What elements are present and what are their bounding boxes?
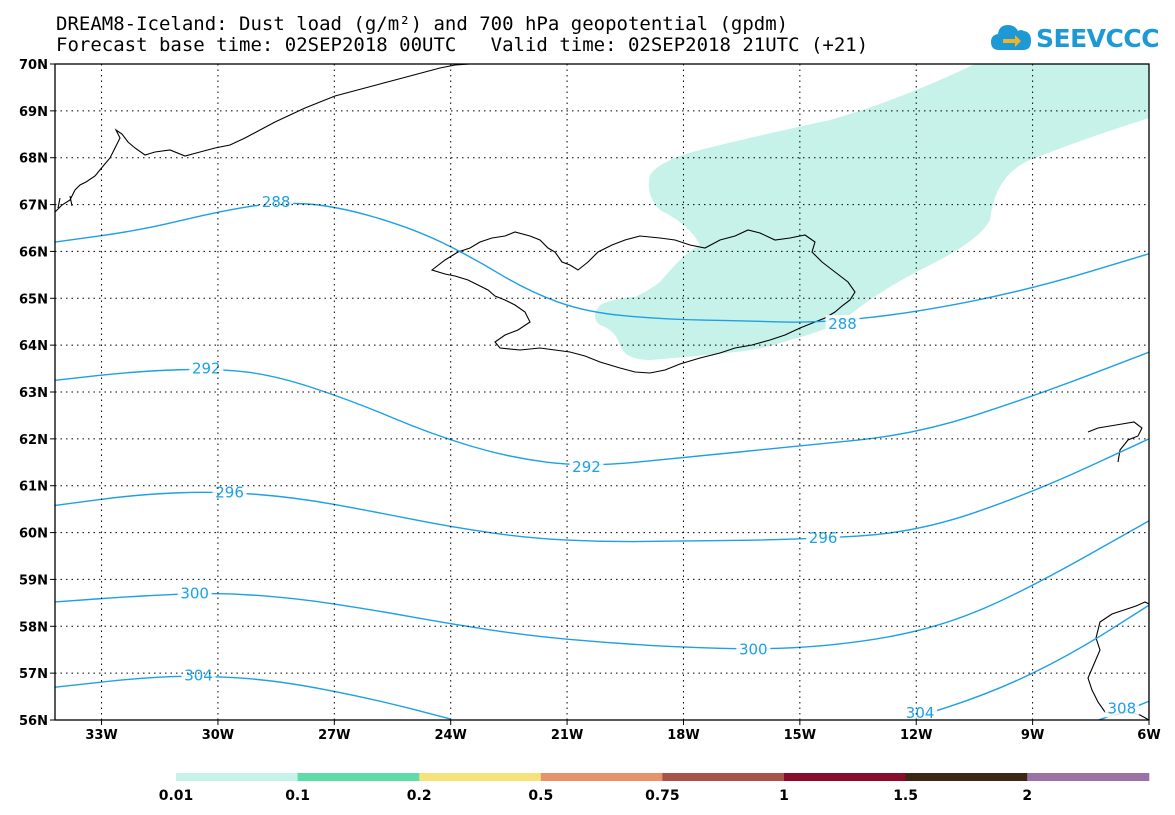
faroe-islands-coastline <box>1087 421 1143 463</box>
contour-label: 300 <box>180 584 209 602</box>
greenland-coastline <box>55 64 471 213</box>
seevccc-logo: SEEVCCC <box>990 20 1160 56</box>
lon-tick-label: 30W <box>202 728 234 743</box>
colorbar-swatch <box>1027 773 1150 781</box>
colorbar-swatch <box>540 773 663 781</box>
geopotential-contour-288 <box>55 202 1149 323</box>
lat-tick-label: 67N <box>19 199 48 214</box>
contour-label-background <box>181 666 216 685</box>
contour-label: 304 <box>184 666 213 684</box>
colorbar-label: 0.5 <box>528 788 553 804</box>
colorbar-swatch <box>784 773 907 781</box>
colorbar-label: 0.2 <box>407 788 432 804</box>
dust-colorbar: 0.01 0.1 0.2 0.5 0.75 1 1.5 2 <box>159 773 1150 804</box>
colorbar-label: 0.01 <box>159 788 194 804</box>
lat-tick-label: 69N <box>19 105 48 120</box>
contour-label-background <box>806 529 841 548</box>
colorbar-swatch <box>297 773 420 781</box>
colorbar-label: 0.1 <box>285 788 310 804</box>
dust-plume-gap <box>575 326 606 342</box>
contour-label-background <box>569 457 604 476</box>
contour-label-background <box>259 193 294 212</box>
lon-tick-label: 21W <box>551 728 583 743</box>
lat-tick-label: 58N <box>19 620 48 635</box>
colorbar-label: 2 <box>1022 788 1032 804</box>
colorbar-label: 1.5 <box>893 788 918 804</box>
contour-label-background <box>189 359 224 378</box>
lon-tick-label: 12W <box>900 728 932 743</box>
lat-tick-label: 59N <box>19 573 48 588</box>
lat-tick-label: 57N <box>19 667 48 682</box>
colorbar-swatch <box>905 773 1028 781</box>
geopotential-contour-292 <box>55 351 1149 466</box>
contour-label: 288 <box>828 315 857 333</box>
logo-text: SEEVCCC <box>1036 23 1160 53</box>
geopotential-contour-304 <box>908 604 1149 720</box>
lat-tick-label: 65N <box>19 292 48 307</box>
lat-tick-label: 62N <box>19 433 48 448</box>
colorbar-swatch <box>419 773 542 781</box>
colorbar-swatch <box>662 773 785 781</box>
contour-label-background <box>212 483 247 502</box>
iceland-coastline <box>430 229 856 374</box>
lat-tick-label: 63N <box>19 386 48 401</box>
cloud-arrow-icon <box>991 25 1031 50</box>
lon-tick-label: 24W <box>434 728 466 743</box>
lon-tick-label: 6W <box>1137 728 1160 743</box>
lon-tick-label: 15W <box>784 728 816 743</box>
lon-tick-label: 18W <box>667 728 699 743</box>
map-title: DREAM8-Iceland: Dust load (g/m²) and 700… <box>56 13 789 35</box>
contour-label-background <box>825 315 860 334</box>
geopotential-contour-304 <box>55 675 451 720</box>
geopotential-contour-296 <box>55 438 1149 543</box>
lat-tick-label: 56N <box>19 714 48 729</box>
colorbar-label: 0.75 <box>645 788 680 804</box>
contour-label-background <box>177 584 212 603</box>
forecast-time-line: Forecast base time: 02SEP2018 00UTC Vali… <box>56 34 869 56</box>
contour-label: 308 <box>1108 699 1137 717</box>
contour-label-background <box>736 640 771 659</box>
lat-tick-label: 61N <box>19 480 48 495</box>
contour-label: 292 <box>572 458 601 476</box>
contour-label: 288 <box>262 193 291 211</box>
lat-tick-label: 60N <box>19 527 48 542</box>
lat-tick-label: 68N <box>19 152 48 167</box>
colorbar-swatch <box>176 773 299 781</box>
dust-plume-area <box>595 64 1149 360</box>
geopotential-contour-300 <box>55 520 1149 650</box>
colorbar-label: 1 <box>779 788 789 804</box>
contour-label: 296 <box>215 484 244 502</box>
lat-tick-label: 70N <box>19 58 48 73</box>
contour-label-background <box>1104 699 1139 718</box>
lon-tick-label: 27W <box>318 728 350 743</box>
lon-tick-label: 33W <box>85 728 117 743</box>
contour-label-background <box>903 703 938 720</box>
contour-label: 304 <box>906 704 935 722</box>
contour-label: 292 <box>192 360 221 378</box>
lon-tick-label: 9W <box>1021 728 1044 743</box>
contour-label: 296 <box>809 529 838 547</box>
lat-tick-label: 66N <box>19 245 48 260</box>
contour-label: 300 <box>739 641 768 659</box>
lat-tick-label: 64N <box>19 339 48 354</box>
